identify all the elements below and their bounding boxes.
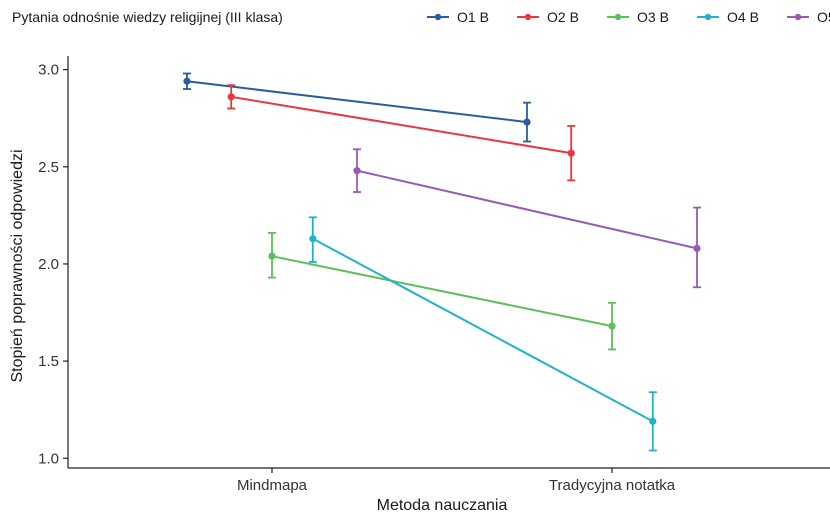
data-point <box>227 93 235 101</box>
data-point <box>693 244 701 252</box>
series-o4-b <box>308 216 657 452</box>
legend-item: O5 B <box>787 9 830 25</box>
legend-swatch-point <box>524 13 532 21</box>
x-tick-label: Mindmapa <box>237 477 308 494</box>
y-tick-label: 1.0 <box>38 450 59 467</box>
axes: 1.0 1.5 2.0 2.5 3.0 Mindmapa Tradycyjna notat… <box>38 56 830 494</box>
legend-swatch-point <box>434 13 442 21</box>
series-line <box>231 95 572 155</box>
y-axis-title: Stopień poprawności odpowiedzi <box>9 149 26 382</box>
series-o2-b <box>227 84 576 182</box>
y-tick-label: 2.5 <box>38 159 59 176</box>
y-tick-label: 1.5 <box>38 353 59 370</box>
legend-item: O4 B <box>697 9 759 25</box>
series-line <box>356 169 698 250</box>
legend-swatch-point <box>614 13 622 21</box>
data-point <box>567 149 575 157</box>
data-point <box>183 77 191 85</box>
data-point <box>353 167 361 175</box>
legend-label: O1 B <box>457 9 489 25</box>
x-axis-title: Metoda nauczania <box>377 497 508 514</box>
series-layer <box>183 72 701 452</box>
data-point <box>309 235 317 243</box>
legend-swatch-point <box>704 13 712 21</box>
legend-label: O5 B <box>817 9 830 25</box>
data-point <box>608 322 616 330</box>
legend-item: O1 B <box>427 9 489 25</box>
legend-label: O2 B <box>547 9 579 25</box>
legend-swatch-point <box>794 13 802 21</box>
legend-title: Pytania odnośnie wiedzy religijnej (III … <box>12 9 283 25</box>
x-ticks: Mindmapa Tradycyjna notatka <box>237 468 676 494</box>
series-line <box>312 237 654 423</box>
y-ticks: 1.0 1.5 2.0 2.5 3.0 <box>38 62 68 467</box>
data-point <box>523 118 531 126</box>
legend-label: O4 B <box>727 9 759 25</box>
series-o3-b <box>268 231 616 351</box>
legend-item: O3 B <box>607 9 669 25</box>
legend: Pytania odnośnie wiedzy religijnej (III … <box>12 9 830 25</box>
legend-item: O2 B <box>517 9 579 25</box>
x-tick-label: Tradycyjna notatka <box>549 477 676 494</box>
y-tick-label: 3.0 <box>38 62 59 79</box>
series-o1-b <box>183 72 531 143</box>
data-point <box>268 252 276 260</box>
data-point <box>649 417 657 425</box>
series-line <box>271 255 613 328</box>
legend-label: O3 B <box>637 9 669 25</box>
series-o5-b <box>353 148 701 289</box>
series-line <box>186 80 528 124</box>
y-tick-label: 2.0 <box>38 256 59 273</box>
